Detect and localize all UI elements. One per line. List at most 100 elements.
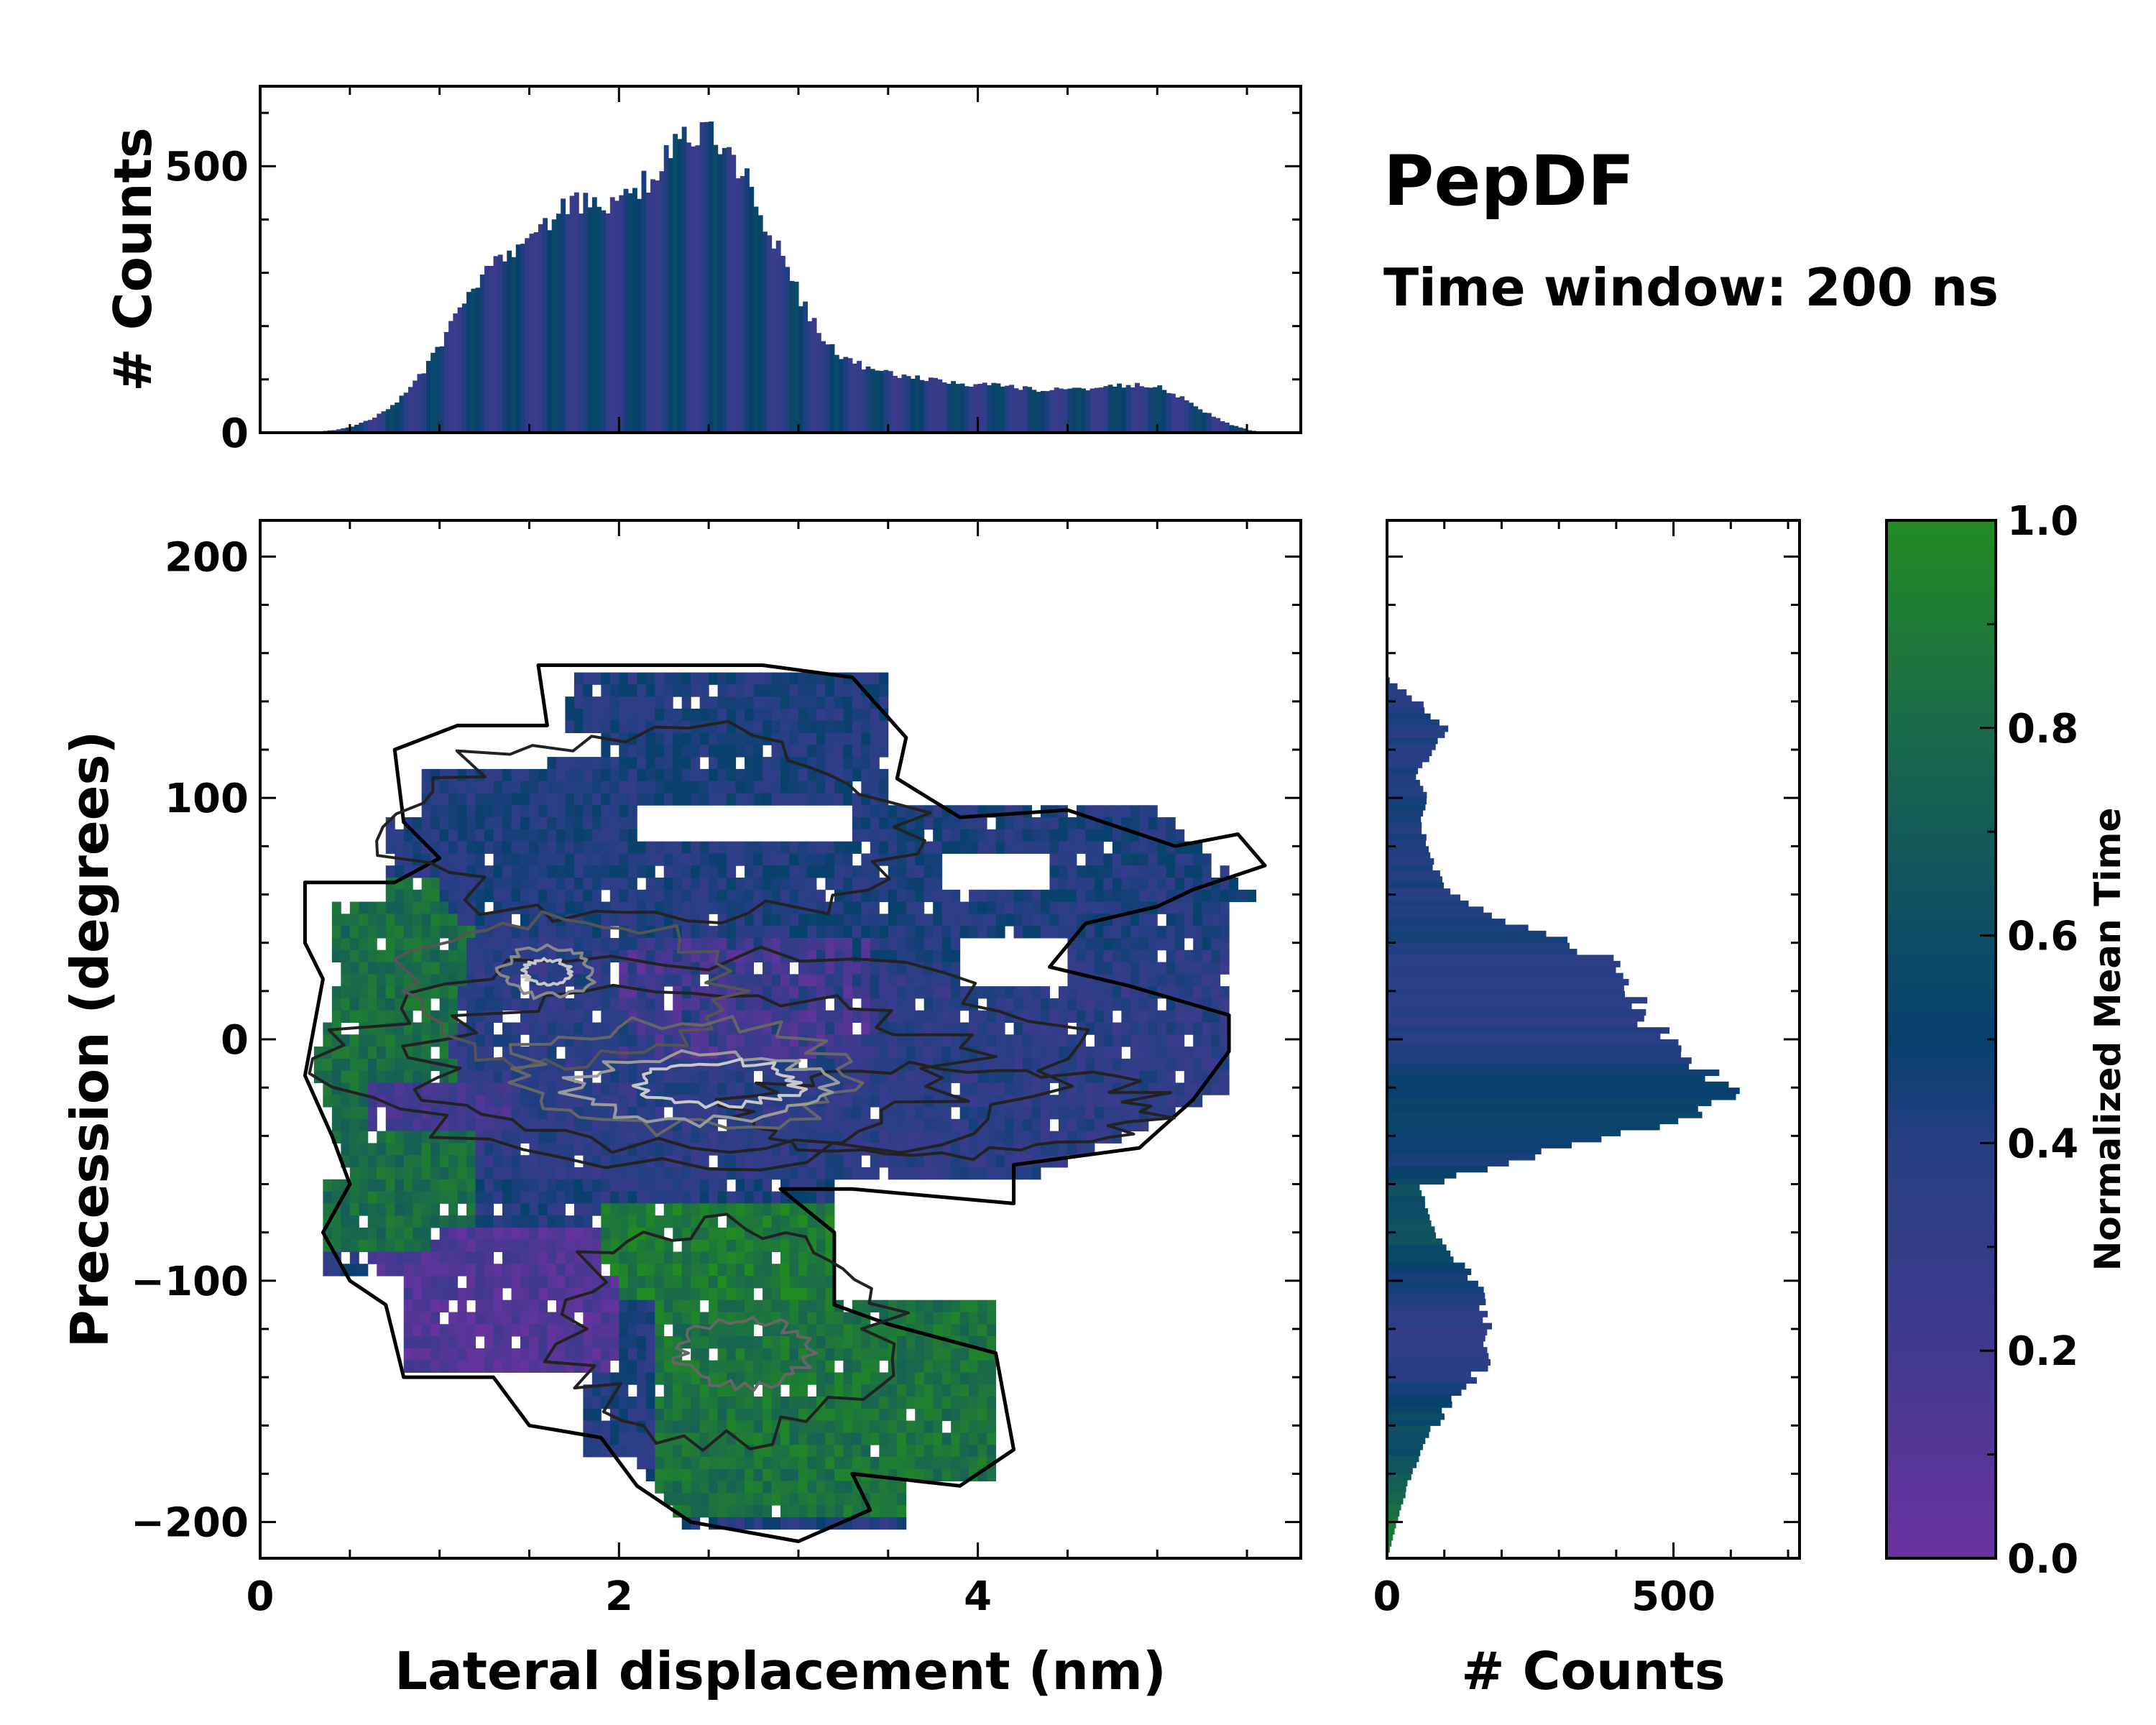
heatmap-cell — [825, 1167, 835, 1180]
heatmap-cell — [780, 781, 790, 794]
heatmap-cell — [941, 914, 952, 926]
heatmap-cell — [843, 1118, 853, 1132]
top-hist-bar — [803, 301, 808, 433]
heatmap-cell — [709, 757, 719, 770]
right-hist-bar — [1387, 1111, 1703, 1118]
heatmap-cell — [556, 1276, 566, 1289]
right-hist-bar — [1387, 1322, 1493, 1330]
heatmap-cell — [745, 1481, 755, 1494]
heatmap-cell — [1049, 1095, 1059, 1108]
heatmap-cell — [843, 1082, 853, 1095]
heatmap-cell — [923, 889, 934, 903]
heatmap-cell — [807, 1517, 817, 1530]
heatmap-cell — [717, 732, 727, 745]
heatmap-cell — [663, 1300, 673, 1312]
heatmap-cell — [987, 1300, 997, 1312]
heatmap-cell — [484, 1287, 494, 1301]
heatmap-cell — [870, 937, 880, 951]
top-hist-bar — [484, 265, 489, 433]
heatmap-cell — [1049, 1107, 1059, 1120]
heatmap-cell — [995, 889, 1005, 903]
heatmap-cell — [439, 1179, 449, 1192]
heatmap-cell — [1103, 1070, 1113, 1083]
heatmap-cell — [709, 1179, 719, 1192]
heatmap-cell — [583, 781, 593, 794]
right-hist-bar — [1387, 1299, 1486, 1305]
heatmap-cell — [843, 1432, 853, 1445]
heatmap-cell — [977, 1010, 987, 1023]
heatmap-cell — [923, 1300, 934, 1312]
heatmap-cell — [655, 1324, 665, 1337]
heatmap-cell — [457, 1300, 467, 1312]
heatmap-cell — [341, 986, 351, 999]
heatmap-cell — [915, 1360, 925, 1373]
heatmap-cell — [745, 1505, 755, 1518]
heatmap-cell — [529, 768, 539, 782]
heatmap-cell — [1193, 841, 1203, 854]
heatmap-cell — [520, 829, 530, 842]
heatmap-cell — [529, 962, 539, 975]
top-hist-bar — [722, 147, 727, 433]
top-hist-bar — [627, 193, 633, 433]
heatmap-cell — [763, 1034, 773, 1047]
heatmap-cell — [538, 1155, 548, 1168]
heatmap-cell — [691, 1300, 701, 1312]
heatmap-cell — [753, 720, 763, 734]
top-hist-bar — [1063, 389, 1069, 433]
heatmap-cell — [816, 757, 826, 770]
heatmap-cell — [556, 841, 566, 854]
heatmap-cell — [359, 926, 369, 939]
heatmap-cell — [457, 974, 467, 987]
heatmap-cell — [789, 1420, 799, 1433]
heatmap-cell — [709, 1493, 719, 1506]
heatmap-cell — [511, 1239, 521, 1253]
heatmap-cell — [1220, 949, 1230, 963]
heatmap-cell — [763, 672, 773, 685]
heatmap-cell — [969, 914, 979, 926]
heatmap-cell — [619, 1372, 629, 1385]
density-contour — [520, 957, 573, 987]
top-hist-bar — [1072, 387, 1077, 433]
heatmap-cell — [699, 781, 709, 794]
heatmap-cell — [395, 937, 405, 951]
heatmap-cell — [933, 1167, 943, 1180]
heatmap-cell — [349, 1215, 359, 1228]
heatmap-cell — [977, 889, 987, 903]
heatmap-cell — [673, 853, 683, 866]
heatmap-cell — [609, 853, 619, 866]
heatmap-cell — [538, 1227, 548, 1241]
heatmap-cell — [969, 889, 979, 903]
heatmap-cell — [977, 1408, 987, 1422]
main-x-tick-label: 2 — [605, 1573, 633, 1620]
heatmap-cell — [727, 1420, 737, 1433]
heatmap-cell — [897, 1456, 907, 1470]
heatmap-cell — [1220, 865, 1230, 878]
heatmap-cell — [888, 974, 898, 987]
heatmap-cell — [763, 1336, 773, 1349]
heatmap-cell — [1112, 926, 1122, 939]
heatmap-cell — [448, 998, 459, 1011]
heatmap-cell — [1013, 986, 1023, 999]
heatmap-cell — [681, 1179, 691, 1192]
heatmap-cell — [341, 926, 351, 939]
heatmap-cell — [834, 1118, 844, 1132]
heatmap-cell — [573, 926, 584, 939]
heatmap-cell — [627, 1397, 637, 1409]
heatmap-cell — [1175, 914, 1185, 926]
top-hist-bar — [888, 371, 893, 433]
heatmap-cell — [771, 1408, 781, 1422]
heatmap-cell — [1139, 1010, 1149, 1023]
heatmap-cell — [673, 1191, 683, 1204]
heatmap-cell — [475, 1251, 485, 1264]
heatmap-cell — [502, 1203, 512, 1216]
heatmap-cell — [834, 926, 844, 939]
heatmap-cell — [385, 914, 395, 926]
heatmap-cell — [466, 1203, 476, 1216]
heatmap-cell — [1193, 926, 1203, 939]
heatmap-cell — [457, 1215, 467, 1228]
heatmap-cell — [771, 926, 781, 939]
heatmap-cell — [735, 878, 745, 891]
right-hist-bar — [1387, 954, 1614, 962]
heatmap-cell — [502, 1239, 512, 1253]
top-hist-bar — [623, 188, 629, 433]
